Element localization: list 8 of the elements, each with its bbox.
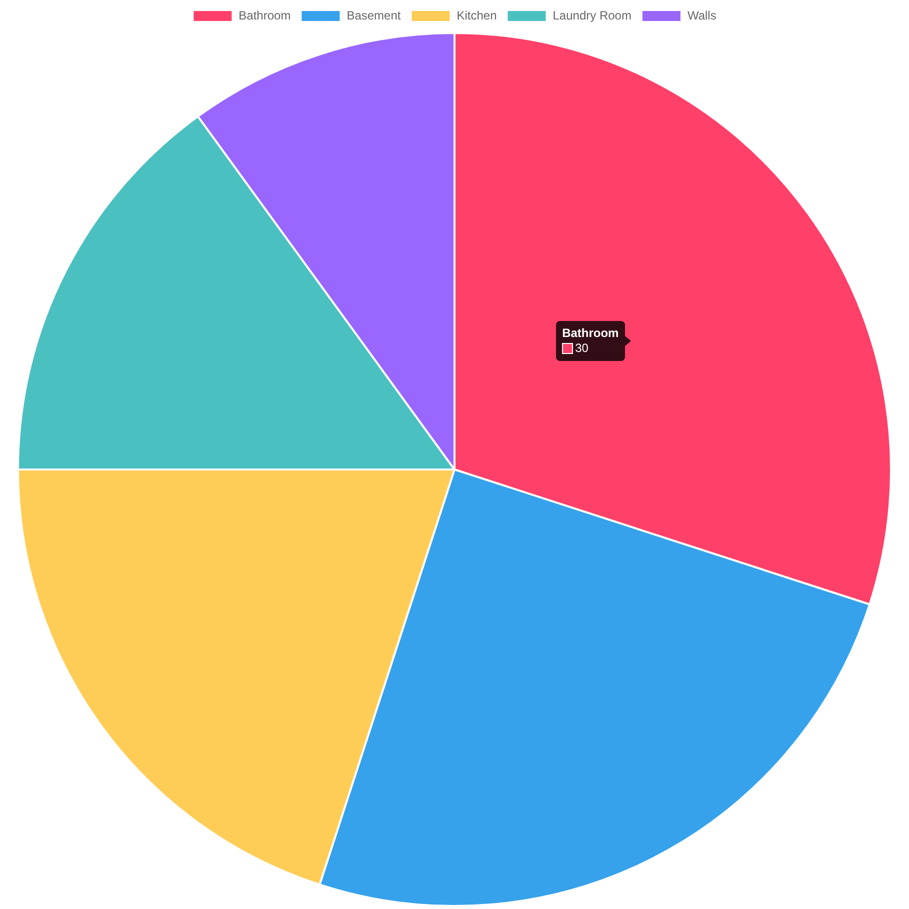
legend-label: Walls: [687, 8, 716, 22]
data-label: 30: [575, 341, 588, 356]
slice-label: Bathroom: [562, 326, 619, 342]
legend-label: Laundry Room: [552, 8, 632, 22]
legend-label: Bathroom: [238, 8, 291, 22]
tooltip: Bathroom 30: [556, 321, 625, 362]
legend-label: Basement: [346, 8, 402, 22]
legend-label: Kitchen: [456, 8, 497, 22]
